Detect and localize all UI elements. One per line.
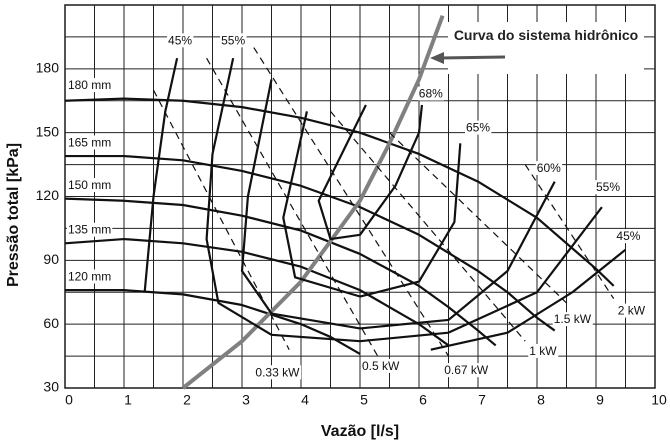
curve-label: 1.5 kW <box>554 312 592 326</box>
x-tick-label: 3 <box>242 392 250 408</box>
curve-label: 45% <box>616 229 640 243</box>
label-bg <box>66 269 113 284</box>
y-tick-label: 150 <box>36 123 60 139</box>
curve-label: 135 mm <box>68 223 111 237</box>
power-line <box>330 111 526 342</box>
power-line <box>206 57 379 357</box>
power-line <box>524 164 615 299</box>
power-line <box>152 89 290 350</box>
x-tick-label: 1 <box>124 392 132 408</box>
label-bg <box>595 180 622 195</box>
curve <box>64 237 450 347</box>
label-bg <box>552 312 593 327</box>
label-bg <box>66 78 113 93</box>
curve-label: 180 mm <box>68 78 111 92</box>
curve <box>317 104 424 241</box>
label-bg <box>417 86 445 101</box>
curve <box>282 111 462 298</box>
x-tick-label: 5 <box>360 392 368 408</box>
curve-label: 65% <box>466 121 490 135</box>
curve-label: 0.5 kW <box>362 359 400 373</box>
curve <box>181 14 445 390</box>
label-bg <box>66 135 113 150</box>
curve <box>430 248 627 351</box>
y-axis-title: Pressão total [kPa] <box>5 143 22 287</box>
curve <box>205 57 603 343</box>
x-tick-label: 0 <box>65 392 73 408</box>
label-bg <box>360 358 401 373</box>
x-tick-label: 4 <box>301 392 309 408</box>
curve <box>240 79 556 330</box>
curve <box>65 154 556 332</box>
curve <box>64 97 615 287</box>
curve-label: 0.33 kW <box>255 365 300 379</box>
y-tick-label: 120 <box>36 187 60 203</box>
annotation-bg <box>448 22 644 74</box>
label-bg <box>66 178 113 193</box>
y-tick-label: 90 <box>43 251 59 267</box>
curve-label: 165 mm <box>68 135 111 149</box>
label-bg <box>167 33 194 48</box>
annotation-arrowhead <box>430 52 444 64</box>
curve <box>64 197 497 347</box>
label-bg <box>615 229 642 244</box>
curve-label: 1 kW <box>529 344 557 358</box>
y-tick-label: 60 <box>43 315 59 331</box>
annotation-arrow <box>439 55 506 60</box>
curve-label: 120 mm <box>68 270 111 284</box>
curve-label: 2 kW <box>618 304 646 318</box>
x-tick-label: 10 <box>651 392 667 408</box>
curve-label: 45% <box>168 33 192 47</box>
label-bg <box>464 120 492 135</box>
label-bg <box>616 303 647 318</box>
y-tick-label: 180 <box>36 60 60 76</box>
power-line <box>253 47 450 357</box>
label-bg <box>443 363 490 378</box>
curve-label: 68% <box>419 87 443 101</box>
label-bg <box>220 33 247 48</box>
x-tick-label: 9 <box>596 392 604 408</box>
label-bg <box>535 161 563 176</box>
curve <box>65 289 361 355</box>
curve-label: 55% <box>596 180 620 194</box>
x-tick-label: 7 <box>478 392 486 408</box>
system-curve-label: Curva do sistema hidrônico <box>453 27 639 43</box>
label-bg <box>254 365 302 380</box>
annotation-box: Curva do sistema hidrônico <box>453 27 639 43</box>
curve <box>143 57 179 293</box>
label-bg <box>66 222 113 237</box>
power-line <box>389 132 567 304</box>
curve-label: 55% <box>221 33 245 47</box>
x-axis-title: Vazão [l/s] <box>321 423 399 440</box>
label-bg <box>528 343 559 358</box>
x-tick-label: 8 <box>537 392 545 408</box>
x-tick-label: 2 <box>183 392 191 408</box>
y-tick-label: 30 <box>43 379 59 395</box>
curve-label: 0.67 kW <box>444 363 489 377</box>
curve-label: 150 mm <box>68 178 111 192</box>
x-tick-label: 6 <box>419 392 427 408</box>
curve-label: 60% <box>537 161 561 175</box>
